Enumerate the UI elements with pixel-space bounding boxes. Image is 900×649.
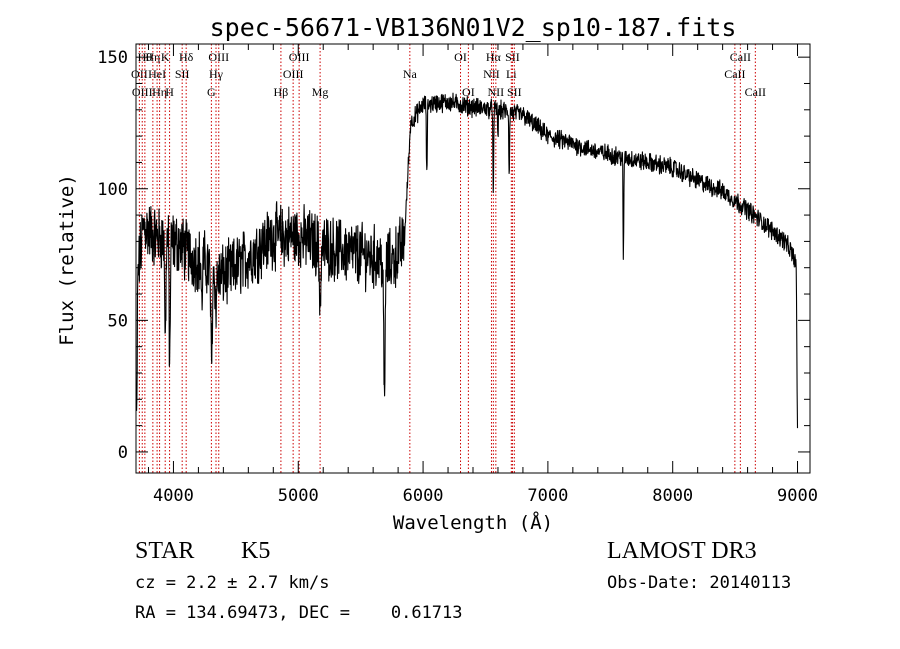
line-marker-label: H	[165, 85, 174, 99]
object-subclass: K5	[241, 538, 271, 564]
spectrum-series	[135, 92, 799, 429]
survey-label: LAMOST DR3	[607, 538, 757, 564]
line-markers: OIIOIIIHθHηHeIHηKHSIIHδGHγOIIIHβOIIIOIII…	[131, 44, 766, 473]
line-marker-label: OIII	[289, 50, 310, 64]
y-tick-label: 150	[97, 48, 128, 68]
line-marker-label: Hδ	[179, 50, 194, 64]
y-tick-label: 100	[97, 180, 128, 200]
line-marker-label: OI	[462, 85, 475, 99]
line-marker-label: Hη	[145, 50, 160, 64]
x-tick-label: 8000	[652, 486, 693, 506]
object-class: STAR	[135, 538, 195, 564]
line-marker-label: OII	[131, 67, 148, 81]
x-tick-label: 4000	[153, 486, 194, 506]
x-tick-label: 5000	[278, 486, 319, 506]
redshift-text: cz = 2.2 ± 2.7 km/s	[135, 573, 330, 593]
line-marker-label: Hη	[152, 85, 167, 99]
axes: 4000 5000 6000 7000 8000 9000 0 50 100 150	[97, 44, 818, 506]
line-marker-label: Hγ	[209, 67, 224, 81]
y-axis-label: Flux (relative)	[56, 174, 78, 346]
x-tick-label: 7000	[527, 486, 568, 506]
line-marker-label: OIII	[132, 85, 153, 99]
line-marker-label: NII	[488, 85, 505, 99]
line-marker-label: HeI	[148, 67, 166, 81]
line-marker-label: SII	[505, 50, 520, 64]
x-tick-label: 9000	[777, 486, 818, 506]
obs-date: Obs-Date: 20140113	[607, 573, 792, 593]
line-marker-label: CaII	[724, 67, 745, 81]
line-marker-label: CaII	[730, 50, 751, 64]
coordinates-text: RA = 134.69473, DEC = 0.61713	[135, 603, 463, 623]
y-tick-label: 50	[108, 311, 128, 331]
line-marker-label: Hα	[486, 50, 502, 64]
line-marker-label: G	[207, 85, 216, 99]
line-marker-label: SII	[507, 85, 522, 99]
x-axis-label: Wavelength (Å)	[393, 511, 553, 534]
line-marker-label: CaII	[745, 85, 766, 99]
chart-title: spec-56671-VB136N01V2_sp10-187.fits	[210, 13, 737, 42]
line-marker-label: Li	[506, 67, 517, 81]
line-marker-label: Na	[403, 67, 418, 81]
line-marker-label: Hβ	[274, 85, 289, 99]
line-marker-label: OIII	[283, 67, 304, 81]
y-tick-label: 0	[118, 443, 128, 463]
x-tick-label: 6000	[403, 486, 444, 506]
line-marker-label: SII	[175, 67, 190, 81]
line-marker-label: K	[161, 50, 170, 64]
spectrum-line	[135, 92, 799, 429]
line-marker-label: NII	[483, 67, 500, 81]
line-marker-label: OIII	[208, 50, 229, 64]
line-marker-label: OI	[454, 50, 467, 64]
line-marker-label: Mg	[312, 85, 329, 99]
